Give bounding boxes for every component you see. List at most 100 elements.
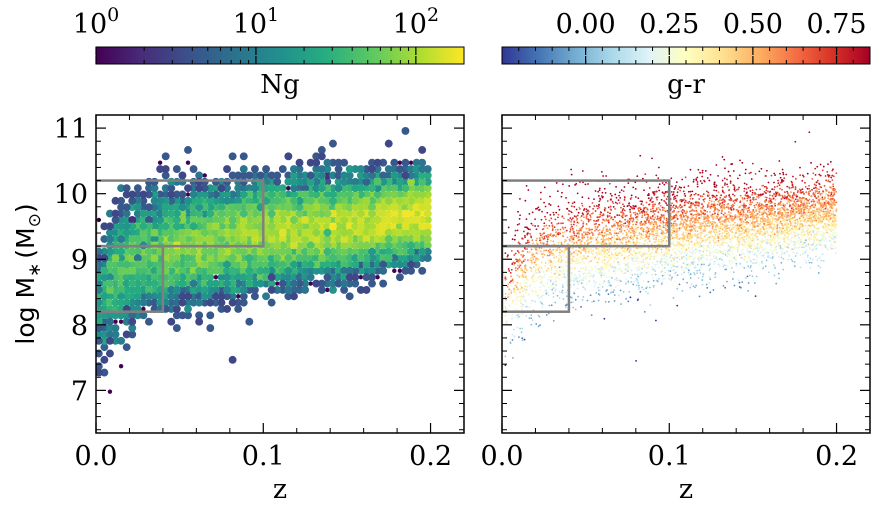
hexbin-cell [273,209,282,218]
scatter-point [835,234,838,237]
scatter-point [738,230,741,233]
hexbin-cell [362,285,371,294]
scatter-point [541,291,544,294]
scatter-point [580,305,582,308]
scatter-point [669,274,671,277]
hexbin-cell [100,292,109,301]
hexbin-cell [96,368,103,377]
scatter-point [644,206,647,209]
colorbar-right-tick-label: 0.25 [639,9,699,40]
scatter-point [504,364,507,367]
hexbin-cell [423,171,432,180]
scatter-point [566,236,569,239]
hexbin-cell [312,254,321,263]
hexbin-cell [133,311,142,320]
scatter-point [547,233,550,236]
scatter-point [571,296,573,299]
hexbin-cell [390,254,399,263]
scatter-point [765,192,767,194]
scatter-point [682,221,685,224]
scatter-point [635,279,638,282]
scatter-point [637,208,640,210]
colorbar-right-label: g-r [667,70,705,100]
scatter-point [575,229,578,232]
scatter-point [790,216,793,219]
scatter-point [717,237,720,240]
hexbin-cell [323,235,332,243]
scatter-point [513,291,516,294]
scatter-point [521,271,524,273]
scatter-point [695,206,698,209]
hexbin-cell [256,254,265,263]
scatter-point [627,235,629,238]
hexbin-cell [133,266,142,275]
hexbin-cell [234,184,243,193]
scatter-point [690,283,693,286]
scatter-point [741,217,744,220]
hexbin-cell [172,222,181,231]
hexbin-cell [178,260,187,269]
scatter-point [552,296,555,298]
hexbin-cell [390,260,399,269]
hexbin-cell [217,203,226,212]
hexbin-cell [278,247,287,256]
hexbin-cell [295,266,304,275]
scatter-point [619,289,622,292]
scatter-point [600,274,602,277]
scatter-point [564,277,567,279]
hexbin-cell [117,254,126,263]
scatter-point [520,267,523,270]
hexbin-cell [390,196,399,205]
scatter-point [550,269,553,271]
hexbin-cell [245,317,254,326]
scatter-point [752,196,754,199]
scatter-point [823,185,826,187]
hexbin-cell [189,184,198,193]
scatter-point [614,248,617,250]
hexbin-cell [284,260,293,269]
scatter-point [765,208,768,211]
hexbin-cell [368,235,376,243]
scatter-point [630,281,633,283]
hexbin-cell [195,279,204,288]
hexbin-cell [217,228,226,237]
scatter-point [727,247,730,249]
hexbin-cell [412,171,421,180]
hexbin-cell [211,190,220,199]
hexbin-cell [273,215,282,224]
hexbin-cell [423,222,432,231]
hexbin-cell [228,203,237,212]
scatter-point [791,248,794,251]
scatter-point [658,189,661,192]
hexbin-cell [418,158,427,167]
hexbin-cell [289,292,298,301]
scatter-point [792,220,794,223]
scatter-point [705,283,708,286]
x-tick-label: 0.0 [75,441,118,472]
hexbin-cell [395,260,404,269]
scatter-point [771,230,774,233]
hexbin-cell [295,190,304,199]
hexbin-cell [390,165,399,174]
scatter-point [817,227,819,230]
scatter-point [639,238,642,241]
hexbin-cell [211,184,220,193]
hexbin-cell [356,247,365,256]
scatter-point [528,251,531,254]
colorbar-left-tick-label: 100 [73,4,119,40]
scatter-point [679,189,682,192]
hexbin-cell [284,273,293,282]
scatter-point [575,182,578,185]
scatter-point [663,226,666,229]
hexbin-cell [178,228,187,237]
scatter-point [524,300,527,303]
hexbin-cell [312,228,321,237]
scatter-point [692,180,695,183]
scatter-point [519,313,522,316]
scatter-point [651,207,654,210]
scatter-point [767,190,769,193]
hexbin-cell [401,228,410,237]
scatter-point [585,257,588,260]
scatter-point [689,197,692,200]
scatter-point [804,181,806,184]
